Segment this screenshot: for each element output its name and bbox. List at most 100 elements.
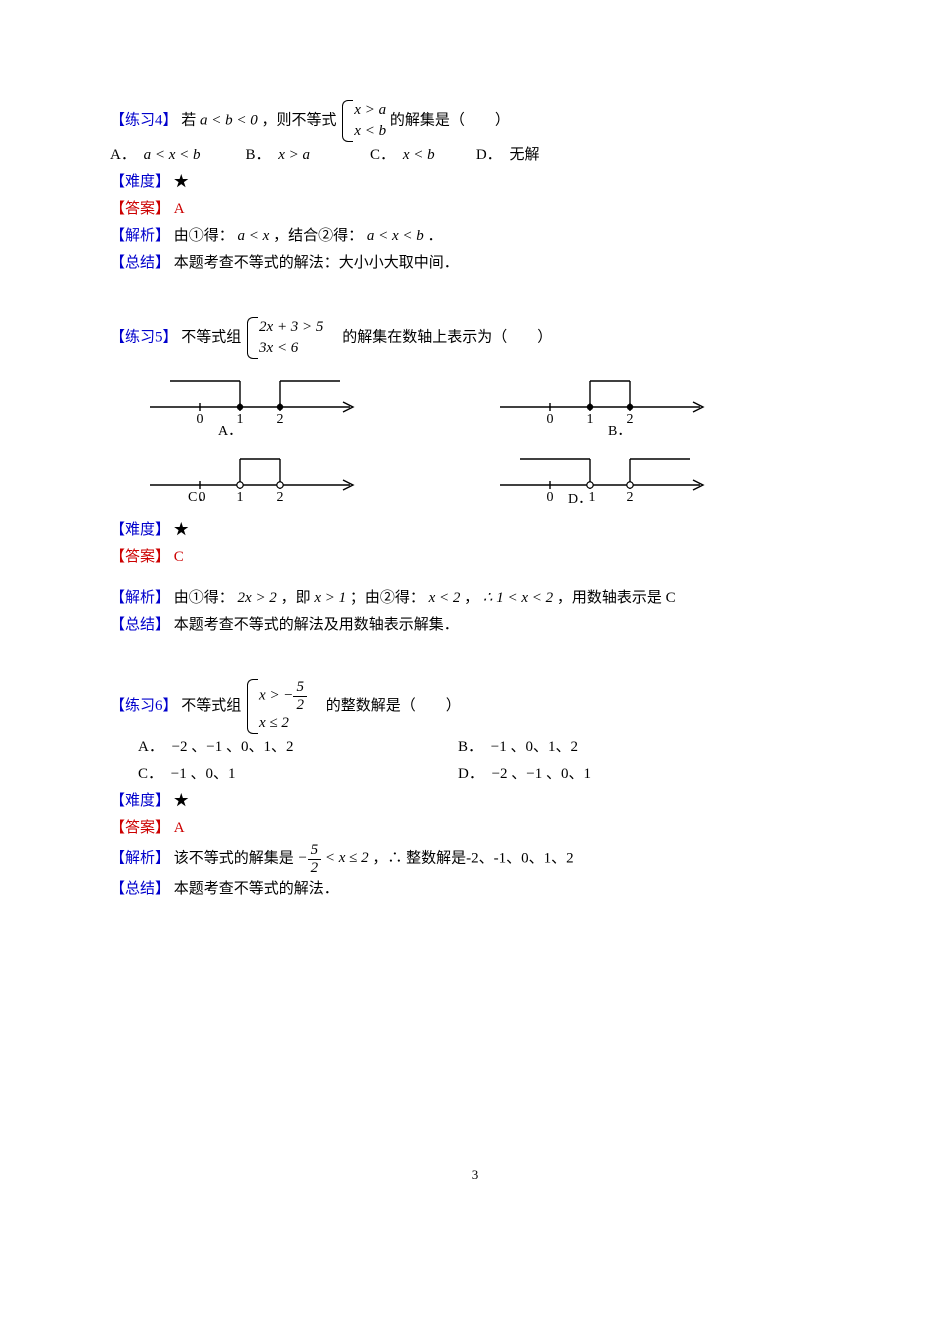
ex6-ans-label: 【答案】 xyxy=(110,820,170,836)
ex4-answer: 【答案】 A xyxy=(110,196,840,223)
ex4-label: 【练习4】 xyxy=(110,112,178,128)
ex5-sol-m1: 2x > 2 xyxy=(238,590,277,606)
tick-2: 2 xyxy=(277,412,284,427)
ex5-ans-label: 【答案】 xyxy=(110,549,170,565)
ex6-optA-label: A． xyxy=(138,739,164,755)
ex5-optA-label: A． xyxy=(218,424,242,437)
ex6-sol-label: 【解析】 xyxy=(110,850,170,866)
ex5-system: 2x + 3 > 5 3x < 6 xyxy=(245,317,323,359)
star-icon: ★ xyxy=(174,174,189,190)
ex4-sys-2: x < b xyxy=(354,121,386,142)
ex5-optB-label: B． xyxy=(608,424,631,437)
tick-0: 0 xyxy=(197,412,204,427)
ex6-diff: 【难度】 ★ xyxy=(110,788,840,815)
ex6-range: −52 < x ≤ 2 xyxy=(298,850,373,866)
ex4-sol-m1: a < x xyxy=(238,228,270,244)
ex6-sum-label: 【总结】 xyxy=(110,881,170,897)
ex6-optC: −1 、0、1 xyxy=(171,766,236,782)
ex4-optA-label: A． xyxy=(110,147,136,163)
ex4-optA: a < x < b xyxy=(144,147,201,163)
ex6-stem: 【练习6】 不等式组 x > −52 x ≤ 2 的整数解是（ ） xyxy=(110,679,840,734)
ex5-answer: 【答案】 C xyxy=(110,544,840,571)
ex5-sol-m3: ∴ 1 < x < 2 xyxy=(483,590,553,606)
ex6-sol-1: 该不等式的解集是 xyxy=(174,850,294,866)
ex5-sys-1: 2x + 3 > 5 xyxy=(259,317,323,338)
ex5-sol-m1b: ，即 xyxy=(281,590,311,606)
ex6-sol-2: ，∴ 整数解是-2、-1、0、1、2 xyxy=(372,850,573,866)
star-icon: ★ xyxy=(174,522,189,538)
ex4-diff: 【难度】 ★ xyxy=(110,169,840,196)
ex4-sol-3: ． xyxy=(427,228,442,244)
ex5-sum: 【总结】 本题考查不等式的解法及用数轴表示解集． xyxy=(110,612,840,639)
ex5-row2: 0 1 2 C． 0 1 2 xyxy=(140,443,840,515)
exercise-4: 【练习4】 若 a < b < 0 ，则不等式 x > a x < b 的解集是… xyxy=(110,100,840,277)
ex4-sum-label: 【总结】 xyxy=(110,255,170,271)
ex6-range-pre: − xyxy=(298,850,308,866)
ex6-options: A． −2 、−1 、0、1、2 B． −1 、0、1、2 C． −1 、0、1… xyxy=(138,734,840,788)
ex6-sys-2: x ≤ 2 xyxy=(259,713,307,734)
numberline-A: 0 1 2 A． xyxy=(140,365,370,437)
numberline-B: 0 1 2 B． xyxy=(490,365,720,437)
fraction-5-2: 52 xyxy=(293,679,307,713)
ex6-sol: 【解析】 该不等式的解集是 −52 < x ≤ 2 ，∴ 整数解是-2、-1、0… xyxy=(110,842,840,876)
ex6-optD-label: D． xyxy=(458,766,484,782)
ex5-optD-label: D． xyxy=(568,492,592,507)
ex5-label: 【练习5】 xyxy=(110,329,178,345)
ex4-stem-mid: ，则不等式 xyxy=(262,112,337,128)
ex5-sum-text: 本题考查不等式的解法及用数轴表示解集． xyxy=(174,617,459,633)
ex5-stem-pre: 不等式组 xyxy=(181,329,241,345)
ex5-sol-1: 由①得： xyxy=(174,590,234,606)
tick-2: 2 xyxy=(627,490,634,505)
page-number: 3 xyxy=(110,1163,840,1186)
ex5-sol-3: ， xyxy=(464,590,479,606)
ex6-sys1-pre: x > − xyxy=(259,687,293,703)
tick-0: 0 xyxy=(547,490,554,505)
ex4-sol-label: 【解析】 xyxy=(110,228,170,244)
tick-1: 1 xyxy=(587,412,594,427)
exercise-6: 【练习6】 不等式组 x > −52 x ≤ 2 的整数解是（ ） A． −2 … xyxy=(110,679,840,903)
ex6-sum: 【总结】 本题考查不等式的解法． xyxy=(110,876,840,903)
ex5-optC-label: C． xyxy=(188,490,211,505)
ex5-sol-4: ，用数轴表示是 C xyxy=(557,590,676,606)
ex4-ans-label: 【答案】 xyxy=(110,201,170,217)
fraction-5-2b: 52 xyxy=(308,842,322,876)
ex4-sol: 【解析】 由①得： a < x ，结合②得： a < x < b ． xyxy=(110,223,840,250)
ex4-stem-pre: 若 xyxy=(181,112,196,128)
ex6-answer: 【答案】 A xyxy=(110,815,840,842)
ex5-optB-fig: 0 1 2 B． xyxy=(490,365,780,437)
ex5-diff: 【难度】 ★ xyxy=(110,517,840,544)
ex4-optD: 无解 xyxy=(509,147,539,163)
ex5-stem-post: 的解集在数轴上表示为（ ） xyxy=(327,329,552,345)
tick-2: 2 xyxy=(277,490,284,505)
tick-0: 0 xyxy=(547,412,554,427)
ex6-stem-post: 的整数解是（ ） xyxy=(311,698,461,714)
ex4-stem-post: 的解集是（ ） xyxy=(390,112,510,128)
ex4-cond: a < b < 0 xyxy=(200,112,258,128)
ex4-system: x > a x < b xyxy=(340,100,386,142)
ex4-stem: 【练习4】 若 a < b < 0 ，则不等式 x > a x < b 的解集是… xyxy=(110,100,840,142)
ex5-optA-fig: 0 1 2 A． xyxy=(140,365,430,437)
ex6-optD: −2 、−1 、0、1 xyxy=(492,766,591,782)
ex6-system: x > −52 x ≤ 2 xyxy=(245,679,307,734)
ex6-ans: A xyxy=(174,820,185,836)
ex6-optB: −1 、0、1、2 xyxy=(491,739,578,755)
ex4-optC: x < b xyxy=(403,147,435,163)
ex4-optD-label: D． xyxy=(476,147,502,163)
ex4-sys-1: x > a xyxy=(354,100,386,121)
ex5-sys-2: 3x < 6 xyxy=(259,338,323,359)
ex5-sol-m1c: x > 1 xyxy=(314,590,346,606)
ex5-sol: 【解析】 由①得： 2x > 2 ，即 x > 1 ；由②得： x < 2 ， … xyxy=(110,585,840,612)
ex5-sol-m2: x < 2 xyxy=(429,590,461,606)
tick-1: 1 xyxy=(237,490,244,505)
ex6-optC-label: C． xyxy=(138,766,163,782)
ex4-optC-label: C． xyxy=(370,147,395,163)
ex4-optB: x > a xyxy=(278,147,310,163)
star-icon: ★ xyxy=(174,793,189,809)
ex4-sol-2: ，结合②得： xyxy=(273,228,363,244)
ex6-range-post: < x ≤ 2 xyxy=(321,850,369,866)
ex6-optA: −2 、−1 、0、1、2 xyxy=(172,739,294,755)
ex5-optC-fig: 0 1 2 C． xyxy=(140,443,430,515)
ex5-optD-fig: 0 1 2 D． xyxy=(490,443,780,515)
ex4-optB-label: B． xyxy=(246,147,271,163)
ex6-label: 【练习6】 xyxy=(110,698,178,714)
